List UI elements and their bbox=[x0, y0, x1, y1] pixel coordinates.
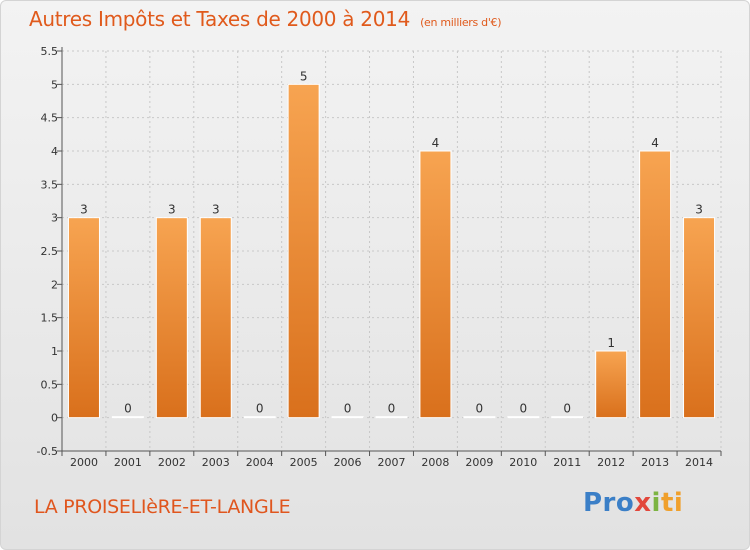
value-label-2003: 3 bbox=[212, 203, 220, 217]
x-tick-label-2011: 2011 bbox=[553, 456, 581, 469]
x-tick-label-2010: 2010 bbox=[509, 456, 537, 469]
x-tick-label-2004: 2004 bbox=[246, 456, 274, 469]
bar-2004 bbox=[243, 416, 276, 419]
x-tick-label-2001: 2001 bbox=[114, 456, 142, 469]
bar-2002 bbox=[155, 217, 188, 419]
bar-2005 bbox=[287, 83, 320, 419]
bar-2012 bbox=[595, 350, 628, 419]
x-tick-label-2009: 2009 bbox=[465, 456, 493, 469]
x-tick-label-2003: 2003 bbox=[202, 456, 230, 469]
bar-2000 bbox=[67, 217, 100, 419]
bars bbox=[67, 83, 716, 419]
x-tick-label-2012: 2012 bbox=[597, 456, 625, 469]
value-label-2012: 1 bbox=[607, 336, 615, 350]
bar-2001 bbox=[111, 416, 144, 419]
x-tick-label-2002: 2002 bbox=[158, 456, 186, 469]
y-tick-label: 2 bbox=[51, 278, 58, 291]
x-tick-label-2007: 2007 bbox=[378, 456, 406, 469]
bar-2014 bbox=[683, 217, 716, 419]
y-tick-label: 2.5 bbox=[41, 245, 59, 258]
value-label-2006: 0 bbox=[344, 402, 352, 416]
value-label-2002: 3 bbox=[168, 203, 176, 217]
x-tick-label-2013: 2013 bbox=[641, 456, 669, 469]
chart-subtitle: (en milliers d'€) bbox=[420, 16, 502, 29]
x-tick-label-2008: 2008 bbox=[421, 456, 449, 469]
bar-2007 bbox=[375, 416, 408, 419]
value-label-2009: 0 bbox=[476, 402, 484, 416]
x-tick-label-2005: 2005 bbox=[290, 456, 318, 469]
bar-2010 bbox=[507, 416, 540, 419]
value-label-2000: 3 bbox=[80, 203, 88, 217]
y-tick-label: 1 bbox=[51, 345, 58, 358]
value-label-2001: 0 bbox=[124, 402, 132, 416]
y-tick-label: 4 bbox=[51, 145, 58, 158]
value-label-2005: 5 bbox=[300, 69, 308, 83]
value-label-2004: 0 bbox=[256, 402, 264, 416]
bar-2008 bbox=[419, 150, 452, 419]
logo-part-2: x bbox=[634, 488, 652, 518]
chart-title: Autres Impôts et Taxes de 2000 à 2014 (e… bbox=[29, 7, 502, 31]
commune-name: LA PROISELIèRE-ET-LANGLE bbox=[34, 496, 291, 518]
y-tick-label: 1.5 bbox=[41, 312, 59, 325]
y-tick-label: 0 bbox=[51, 412, 58, 425]
y-tick-label: 3.5 bbox=[41, 178, 59, 191]
x-tick-label-2006: 2006 bbox=[334, 456, 362, 469]
logo-part-3: i bbox=[651, 488, 661, 518]
value-label-2011: 0 bbox=[563, 402, 571, 416]
x-tick-label-2014: 2014 bbox=[685, 456, 713, 469]
logo-part-4: ti bbox=[660, 488, 684, 518]
value-label-2008: 4 bbox=[432, 136, 440, 150]
logo-part-1: Pro bbox=[583, 488, 635, 518]
value-label-2010: 0 bbox=[519, 402, 527, 416]
x-tick-label-2000: 2000 bbox=[70, 456, 98, 469]
proxiti-logo: Proxiti bbox=[583, 488, 683, 518]
y-tick-label: 5.5 bbox=[41, 45, 59, 58]
labels: -0.5 0 0.5 1 1.5 2 2.5 3 3.5 4 4.5 5 5.5 3 2000 0 2001 3 2… bbox=[37, 45, 714, 469]
bar-2006 bbox=[331, 416, 364, 419]
value-label-2014: 3 bbox=[695, 203, 703, 217]
bar-2009 bbox=[463, 416, 496, 419]
axes bbox=[57, 47, 722, 456]
value-label-2013: 4 bbox=[651, 136, 659, 150]
y-tick-label: 3 bbox=[51, 212, 58, 225]
y-tick-label: 0.5 bbox=[41, 378, 59, 391]
bar-2013 bbox=[639, 150, 672, 419]
value-label-2007: 0 bbox=[388, 402, 396, 416]
bar-2003 bbox=[199, 217, 232, 419]
y-tick-label: 4.5 bbox=[41, 112, 59, 125]
y-tick-label: -0.5 bbox=[37, 445, 58, 458]
chart-title-text: Autres Impôts et Taxes de 2000 à 2014 bbox=[29, 7, 410, 31]
y-tick-label: 5 bbox=[51, 78, 58, 91]
bar-2011 bbox=[551, 416, 584, 419]
